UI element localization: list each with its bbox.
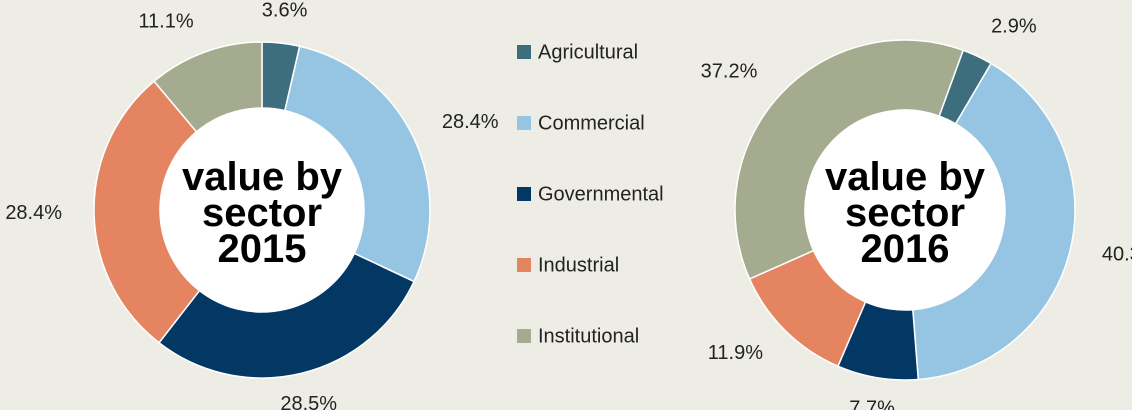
data-label: 11.1%: [138, 10, 193, 32]
legend-label: Institutional: [538, 325, 639, 347]
legend-label: Commercial: [538, 112, 645, 134]
data-label: 11.9%: [708, 342, 763, 364]
donut-hole: [805, 110, 1005, 310]
legend-swatch: [517, 116, 531, 130]
data-label: 7.7%: [849, 398, 895, 410]
center-title: value by sector 2015: [181, 155, 343, 271]
data-label: 28.4%: [5, 202, 62, 224]
data-label: 28.5%: [280, 393, 337, 410]
legend-swatch: [517, 258, 531, 272]
legend-label: Agricultural: [538, 41, 638, 63]
data-label: 3.6%: [262, 0, 308, 22]
legend-swatch: [517, 45, 531, 59]
data-label: 2.9%: [991, 16, 1037, 38]
data-label: 37.2%: [701, 60, 758, 82]
legend-label: Governmental: [538, 183, 664, 205]
legend-label: Industrial: [538, 254, 619, 276]
donut-hole: [160, 108, 364, 312]
data-label: 40.3%: [1102, 244, 1132, 266]
legend-swatch: [517, 329, 531, 343]
center-title: value by sector 2016: [824, 155, 986, 271]
data-label: 28.4%: [442, 111, 499, 133]
legend-swatch: [517, 187, 531, 201]
